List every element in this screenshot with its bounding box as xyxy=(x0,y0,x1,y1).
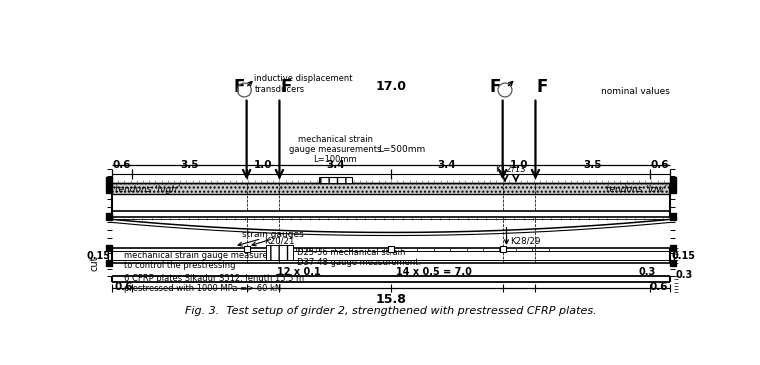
Bar xyxy=(670,260,676,266)
Text: 1.0: 1.0 xyxy=(510,160,528,170)
Bar xyxy=(106,260,112,266)
Text: mechanical strain
gauge measurements
L=100mm: mechanical strain gauge measurements L=1… xyxy=(289,135,382,165)
Bar xyxy=(670,177,676,185)
Text: mechanical strain gauge measurements
to control the prestressing: mechanical strain gauge measurements to … xyxy=(125,251,294,270)
Text: F: F xyxy=(537,78,548,96)
Text: K20/21: K20/21 xyxy=(264,237,295,246)
Text: K12/13: K12/13 xyxy=(496,165,526,174)
Text: 6 CFRP plates Sikadur S512, length 15.5 m
prestressed with 1000 MPa => 60 kN: 6 CFRP plates Sikadur S512, length 15.5 … xyxy=(125,274,305,293)
Bar xyxy=(106,177,112,185)
Text: tendons ‘low’: tendons ‘low’ xyxy=(606,185,667,194)
Bar xyxy=(106,185,112,193)
Text: K28/29: K28/29 xyxy=(511,237,541,246)
Bar xyxy=(266,245,293,260)
Text: F: F xyxy=(280,78,292,96)
Bar xyxy=(388,246,394,253)
Text: inductive displacement
transducers: inductive displacement transducers xyxy=(255,74,353,93)
Text: tendons ‘high’: tendons ‘high’ xyxy=(116,185,180,194)
Text: 14 x 0.5 = 7.0: 14 x 0.5 = 7.0 xyxy=(396,267,472,277)
Text: 3.5: 3.5 xyxy=(180,160,198,170)
Bar xyxy=(670,245,676,251)
Text: 0.15: 0.15 xyxy=(672,250,696,261)
Text: Fig. 3.  Test setup of girder 2, strengthened with prestressed CFRP plates.: Fig. 3. Test setup of girder 2, strength… xyxy=(185,306,597,316)
Bar xyxy=(106,245,112,251)
Text: 0.6: 0.6 xyxy=(114,282,133,292)
Text: 12 x 0.1: 12 x 0.1 xyxy=(277,267,321,277)
Text: 0.3: 0.3 xyxy=(676,270,692,280)
Bar xyxy=(106,213,112,220)
Text: 15.8: 15.8 xyxy=(375,292,407,306)
Bar xyxy=(277,246,283,253)
Text: 0.6: 0.6 xyxy=(651,160,670,170)
Text: 0.6: 0.6 xyxy=(649,282,668,292)
Text: cut: cut xyxy=(90,255,100,271)
Bar xyxy=(499,246,505,253)
Text: F: F xyxy=(490,78,502,96)
Text: 3.5: 3.5 xyxy=(584,160,602,170)
Text: 17.0: 17.0 xyxy=(375,80,407,93)
Text: nominal values: nominal values xyxy=(601,87,670,96)
Bar xyxy=(670,213,676,220)
Bar xyxy=(243,246,250,253)
Text: 0.3: 0.3 xyxy=(638,267,655,277)
Text: 0.6: 0.6 xyxy=(112,160,131,170)
Text: D25-36 mechanical strain
D37-48 gauge measurement:: D25-36 mechanical strain D37-48 gauge me… xyxy=(297,248,421,267)
Text: L=500mm: L=500mm xyxy=(378,145,425,154)
Text: 3.4: 3.4 xyxy=(438,160,456,170)
Text: strain gauges: strain gauges xyxy=(242,230,304,239)
Text: 3.4: 3.4 xyxy=(326,160,344,170)
Bar xyxy=(670,185,676,193)
Text: 0.15: 0.15 xyxy=(86,250,110,261)
Text: 1.0: 1.0 xyxy=(254,160,272,170)
Text: F: F xyxy=(234,78,245,96)
Bar xyxy=(112,183,670,194)
Bar xyxy=(319,177,352,183)
